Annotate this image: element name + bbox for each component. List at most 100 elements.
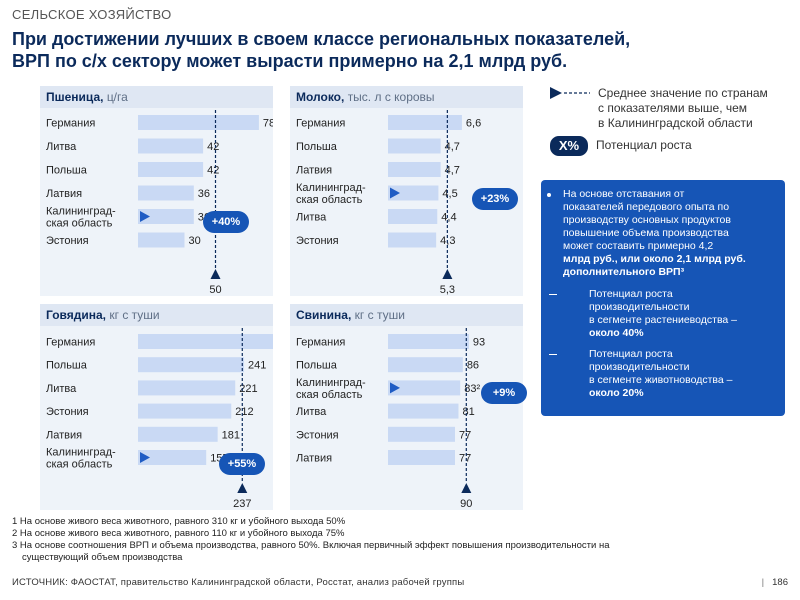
value-label: 241 [248,360,266,372]
milk-panel-title: Молоко, тыс. л с коровы [290,86,523,108]
category-label: Польша [46,360,88,372]
bar [138,357,245,373]
milk-unit: тыс. л с коровы [347,90,435,104]
category-label-line: Польша [46,165,88,177]
category-label-line: Германия [46,118,95,130]
category-label: Эстония [46,406,89,418]
category-label-line: Германия [296,118,345,130]
legend-average-text: Среднее значение по странам с показателя… [598,86,768,131]
wheat-title: Пшеница, [46,90,104,104]
bar [388,138,441,154]
page-title: При достижении лучших в своем классе рег… [12,28,630,72]
category-label-line: Литва [296,212,327,224]
category-label-line: Латвия [296,453,332,465]
category-label: Калининград-ская область [46,447,116,471]
milk-growth-badge: +23% [472,188,518,210]
bar [138,162,204,177]
category-label: Калининград-ская область [296,182,366,206]
pork-title: Свинина, [296,308,352,322]
category-label: Латвия [296,165,332,177]
info-sub-crops-line-1: Потенциал роста [589,288,673,300]
source-note: ИСТОЧНИК: ФАОСТАТ, правительство Калинин… [12,577,465,588]
highlight-arrow-icon [140,211,150,222]
category-label: Литва [296,212,327,224]
category-label-line: Калининград- [296,182,366,194]
value-label: 81 [462,406,474,418]
pork-chart: Германия 93 Польша 86 Калининград-ская облас… [296,328,485,510]
beef-growth-badge: +55% [219,453,265,475]
category-label-line: Литва [46,141,77,153]
category-label: Калининград-ская область [46,206,116,230]
page-number: 186 [762,577,788,588]
page-title-line-1: При достижении лучших в своем классе рег… [12,29,631,49]
category-label-line: ская область [46,218,113,230]
footnote-2: 2 На основе живого веса животного, равно… [12,528,345,539]
bar [138,185,194,201]
bar [388,403,459,419]
footnote-3: 3 На основе соотношения ВРП и объема про… [12,540,610,551]
category-label: Латвия [46,429,82,441]
milk-title: Молоко, [296,90,345,104]
pork-panel-title: Свинина, кг с туши [290,304,523,326]
value-label: 83² [464,383,480,395]
average-marker-icon [237,483,248,493]
category-label: Польша [296,360,338,372]
bar [388,426,455,442]
beef-title: Говядина, [46,308,107,322]
highlight-arrow-icon [390,187,400,199]
beef-panel: Говядина, кг с туши Германия331Польша241… [40,304,273,510]
bar [138,334,273,349]
category-label-line: Польша [296,360,338,372]
category-label: Литва [296,406,327,418]
beef-chart: Германия331Польша241Литва221Эстония212Ла… [46,328,273,510]
info-sub-livestock-text: Потенциал роста производительности в сег… [589,348,732,400]
category-label-line: Эстония [46,406,89,418]
info-sub-crops-text: Потенциал роста производительности в сег… [589,288,737,340]
value-label: 30 [189,235,201,247]
category-label-line: ская область [296,389,363,401]
bar [138,403,232,419]
bar [388,334,469,349]
pork-panel: Свинина, кг с туши Германия 93 Польша 86 Кал… [290,304,523,510]
category-label-line: Эстония [46,235,89,247]
info-sub-livestock-line-4: около 20% [589,387,644,399]
category-label-line: Латвия [46,188,82,200]
category-label-line: Литва [46,383,77,395]
category-label-line: Германия [46,337,95,349]
beef-panel-title: Говядина, кг с туши [40,304,273,326]
bar [388,115,462,130]
info-line-5: может составить примерно 4,2 [563,240,714,252]
average-marker-icon [550,87,590,99]
bar [388,209,438,224]
bar [138,232,185,248]
value-label: 36 [198,188,210,200]
legend: Среднее значение по странам с показателя… [550,86,795,156]
value-label: 4,4 [441,212,456,224]
category-label-line: Латвия [46,429,82,441]
category-label-line: Эстония [296,429,339,441]
info-sub-livestock-line-1: Потенциал роста [589,348,673,360]
value-label: 86 [467,360,479,372]
category-label-line: Эстония [296,235,339,247]
info-sub-livestock-line-3: в сегменте животноводства – [589,374,733,386]
info-sub-livestock-line-2: производительности [589,361,690,373]
bar [388,380,461,396]
value-label: 6,6 [466,118,481,130]
average-marker-icon [461,483,472,493]
category-label-line: Калининград- [46,206,116,218]
value-label: 93 [473,337,485,349]
highlight-arrow-icon [140,452,150,463]
category-label: Германия [296,337,345,349]
bar [138,115,259,130]
category-label-line: Польша [296,141,338,153]
info-line-7: дополнительного ВРП³ [563,266,685,278]
pork-unit: кг с туши [354,308,405,322]
legend-average-line-3: в Калининградской области [598,116,753,130]
value-label: 78 [263,118,273,130]
footnote-1: 1 На основе живого веса животного, равно… [12,516,346,527]
average-label: 237 [233,498,251,510]
dash-icon [549,294,557,295]
wheat-chart: Германия 78 Литва 42 Польша 42 Латвия 36 Калинин… [46,110,273,296]
bar [138,426,218,442]
info-line-2: показателей передового опыта по [563,201,730,213]
